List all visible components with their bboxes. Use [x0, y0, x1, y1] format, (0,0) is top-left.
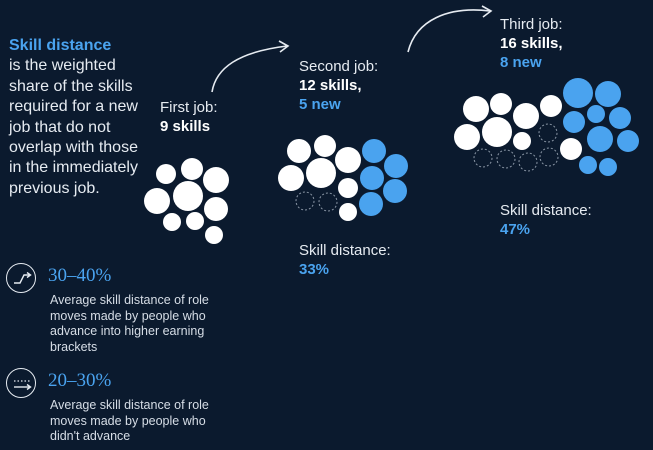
skill-circle: [278, 165, 304, 191]
second-job-skill-count: 12 skills,: [299, 77, 362, 94]
second-job-new-count: 5 new: [299, 96, 341, 113]
skill-circle: [204, 197, 228, 221]
new-skill-circle: [609, 107, 631, 129]
dropped-skill-circle: [539, 147, 559, 167]
dropped-skill-circle: [473, 148, 493, 168]
skill-circle: [454, 124, 480, 150]
second-job-label: Second job: 12 skills, 5 new: [299, 57, 378, 114]
second-job-name: Second job:: [299, 58, 379, 75]
skill-circle: [186, 212, 204, 230]
dropped-skill-circle: [518, 152, 538, 172]
new-skill-circle: [563, 78, 593, 108]
new-skill-circle: [617, 130, 639, 152]
skill-circle: [306, 158, 336, 188]
skill-circle: [339, 203, 357, 221]
definition-term: Skill distance: [9, 37, 112, 54]
stat-value-advancers: 30–40%: [48, 265, 112, 286]
new-skill-circle: [383, 179, 407, 203]
skill-distance-definition: Skill distance is the weighted share of …: [9, 36, 149, 199]
transition-arrow-1: [211, 40, 290, 93]
first-job-label: First job: 9 skills: [160, 98, 218, 136]
stat-value-non-advancers: 20–30%: [48, 370, 112, 391]
third-job-name: Third job:: [500, 16, 563, 33]
skill-circle: [560, 138, 582, 160]
new-skill-circle: [587, 105, 605, 123]
new-skill-circle: [384, 154, 408, 178]
skill-circle: [540, 95, 562, 117]
skill-circle: [203, 167, 229, 193]
skill-circle: [335, 147, 361, 173]
transition-arrow-2: [407, 5, 493, 53]
new-skill-circle: [563, 111, 585, 133]
distance-label: Skill distance:: [500, 202, 592, 219]
distance-value: 33%: [299, 261, 330, 278]
skill-circle: [314, 135, 336, 157]
skill-circle: [338, 178, 358, 198]
second-job-cluster: [278, 135, 408, 221]
third-job-skill-count: 16 skills,: [500, 35, 563, 52]
second-job-distance: Skill distance: 33%: [299, 241, 391, 279]
skill-circle: [173, 181, 203, 211]
new-skill-circle: [362, 139, 386, 163]
distance-label: Skill distance:: [299, 242, 391, 259]
new-skill-circle: [595, 81, 621, 107]
dropped-skill-circle: [318, 192, 338, 212]
skill-circle: [163, 213, 181, 231]
skill-circle: [490, 93, 512, 115]
stat-description-advancers: Average skill distance of role moves mad…: [50, 293, 209, 354]
new-skill-circle: [587, 126, 613, 152]
new-skill-circle: [599, 158, 617, 176]
skill-circle: [513, 132, 531, 150]
first-job-skill-count: 9 skills: [160, 118, 211, 135]
distance-value: 47%: [500, 221, 531, 238]
dropped-skill-circle: [496, 149, 516, 169]
first-job-name: First job:: [160, 99, 218, 116]
third-job-label: Third job: 16 skills, 8 new: [500, 15, 563, 72]
dropped-skill-circle: [538, 123, 558, 143]
skill-circle: [482, 117, 512, 147]
dropped-skill-circle: [295, 191, 315, 211]
third-job-cluster: [454, 78, 639, 176]
new-skill-circle: [579, 156, 597, 174]
skill-circle: [287, 139, 311, 163]
flat-arrow-icon: [6, 368, 36, 398]
new-skill-circle: [359, 192, 383, 216]
step-up-arrow-icon: [6, 263, 36, 293]
skill-circle: [156, 164, 176, 184]
new-skill-circle: [360, 166, 384, 190]
third-job-new-count: 8 new: [500, 54, 542, 71]
skill-circle: [205, 226, 223, 244]
third-job-distance: Skill distance: 47%: [500, 201, 592, 239]
skill-circle: [513, 103, 539, 129]
stat-description-non-advancers: Average skill distance of role moves mad…: [50, 398, 209, 444]
definition-text: is the weighted share of the skills requ…: [9, 57, 138, 197]
skill-circle: [463, 96, 489, 122]
skill-circle: [144, 188, 170, 214]
skill-circle: [181, 158, 203, 180]
first-job-cluster: [144, 158, 229, 244]
